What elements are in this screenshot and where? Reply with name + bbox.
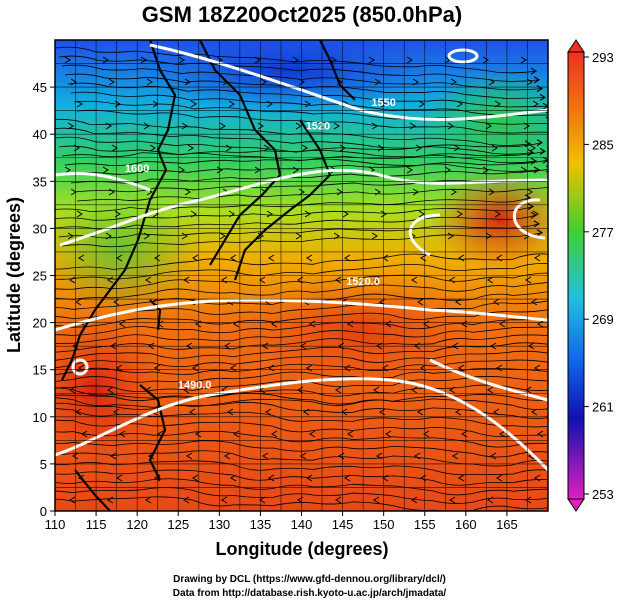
y-tick-label: 10 — [33, 410, 47, 425]
contour-label: 1520 — [306, 120, 330, 132]
y-axis-label: Latitude (degrees) — [4, 197, 24, 353]
coastline — [61, 40, 356, 511]
y-axis-ticks: 0 5 10 15 20 25 30 35 40 45 — [33, 80, 55, 519]
x-tick-label: 135 — [250, 517, 272, 532]
colorbar-label: 269 — [592, 312, 614, 327]
y-tick-label: 5 — [40, 457, 47, 472]
y-tick-label: 25 — [33, 269, 47, 284]
credit-data: Data from http://database.rish.kyoto-u.a… — [172, 588, 447, 599]
x-tick-label: 165 — [496, 517, 518, 532]
x-axis-ticks: 110 115 120 125 130 135 140 145 150 155 160 165 — [45, 511, 518, 532]
x-tick-label: 115 — [86, 517, 107, 532]
map-title: GSM 18Z20Oct2025 (850.0hPa) — [142, 2, 462, 27]
credit-dcl: Drawing by DCL (https://www.gfd-dennou.o… — [173, 574, 446, 585]
x-tick-label: 150 — [373, 517, 395, 532]
height-contours — [55, 43, 548, 472]
x-tick-label: 110 — [45, 517, 66, 532]
x-tick-label: 130 — [208, 517, 230, 532]
x-tick-label: 160 — [455, 517, 477, 532]
colorbar-label: 293 — [592, 50, 614, 65]
y-tick-label: 30 — [33, 221, 47, 236]
y-tick-label: 35 — [33, 174, 47, 189]
colorbar-label: 261 — [592, 400, 614, 415]
x-tick-label: 125 — [167, 517, 189, 532]
y-tick-label: 0 — [40, 504, 47, 519]
y-tick-label: 40 — [33, 127, 47, 142]
colorbar-label: 253 — [592, 487, 614, 502]
x-tick-label: 140 — [291, 517, 313, 532]
grid-lines — [54, 39, 549, 512]
y-tick-label: 20 — [33, 316, 47, 331]
x-tick-label: 155 — [414, 517, 436, 532]
x-axis-label: Longitude (degrees) — [215, 539, 388, 559]
contour-label: 1490.0 — [178, 380, 212, 392]
y-tick-label: 45 — [33, 80, 47, 95]
colorbar-label: 285 — [592, 137, 614, 152]
colorbar-label: 277 — [592, 225, 614, 240]
colorbar: 293 285 277 269 261 253 — [567, 39, 614, 512]
y-tick-label: 15 — [33, 363, 47, 378]
x-tick-label: 120 — [126, 517, 148, 532]
x-tick-label: 145 — [332, 517, 354, 532]
